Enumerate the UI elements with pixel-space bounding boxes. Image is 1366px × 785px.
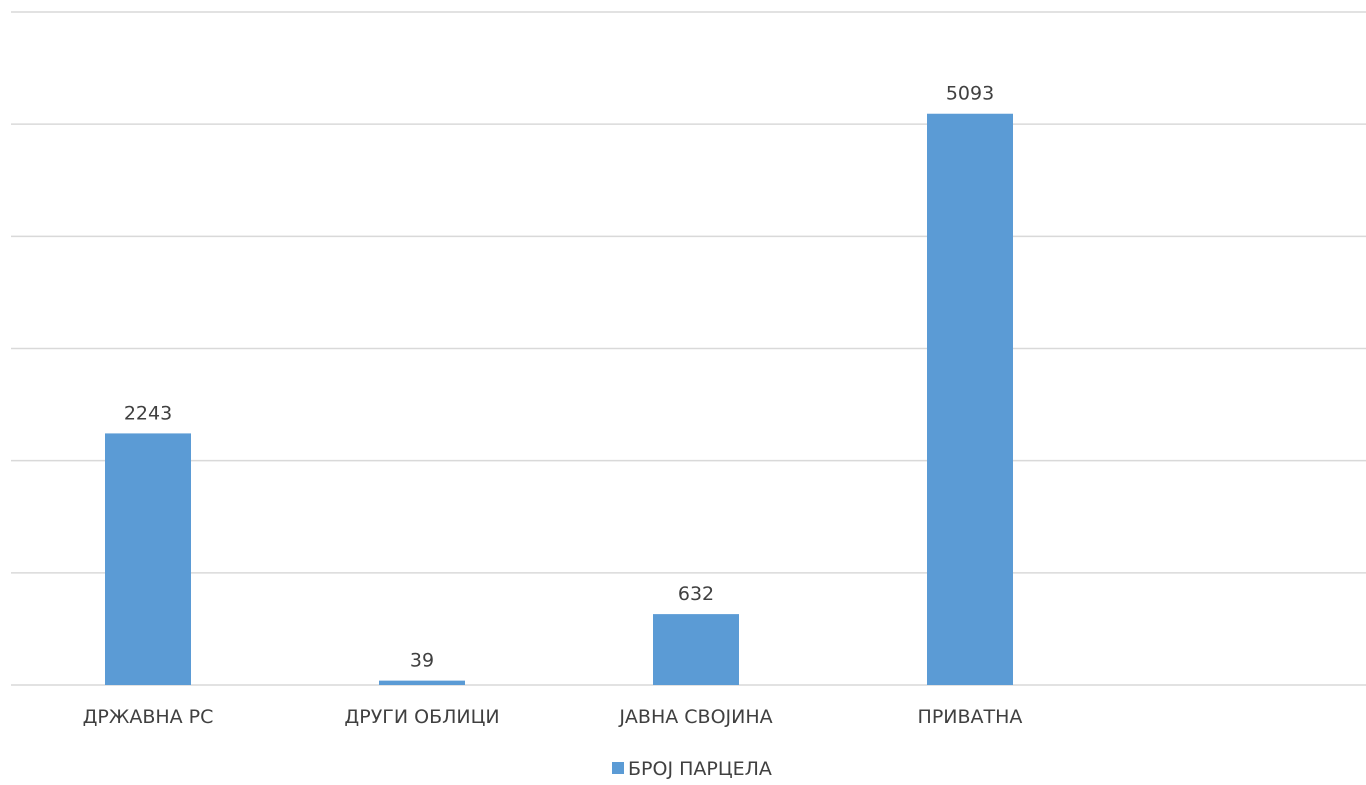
legend-label: БРОЈ ПАРЦЕЛА <box>628 758 772 780</box>
bars <box>105 113 1013 685</box>
data-label: 5093 <box>946 83 994 105</box>
bar <box>653 614 739 685</box>
category-tick-label: ПРИВАТНА <box>918 706 1023 728</box>
data-label: 39 <box>410 650 434 672</box>
data-label: 632 <box>678 583 714 605</box>
legend-swatch <box>612 762 624 774</box>
legend: БРОЈ ПАРЦЕЛА <box>612 758 772 780</box>
bar <box>105 433 191 685</box>
category-tick-label: ЈАВНА СВОЈИНА <box>618 706 772 728</box>
gridlines <box>11 11 1366 686</box>
bar <box>379 680 465 685</box>
data-labels: 2243 39 632 5093 <box>124 83 994 672</box>
data-label: 2243 <box>124 402 172 424</box>
bar <box>927 113 1013 685</box>
category-tick-label: ДРЖАВНА РС <box>83 706 214 728</box>
category-axis: ДРЖАВНА РС ДРУГИ ОБЛИЦИ ЈАВНА СВОЈИНА ПРИВА… <box>83 706 1023 728</box>
category-tick-label: ДРУГИ ОБЛИЦИ <box>344 706 499 728</box>
